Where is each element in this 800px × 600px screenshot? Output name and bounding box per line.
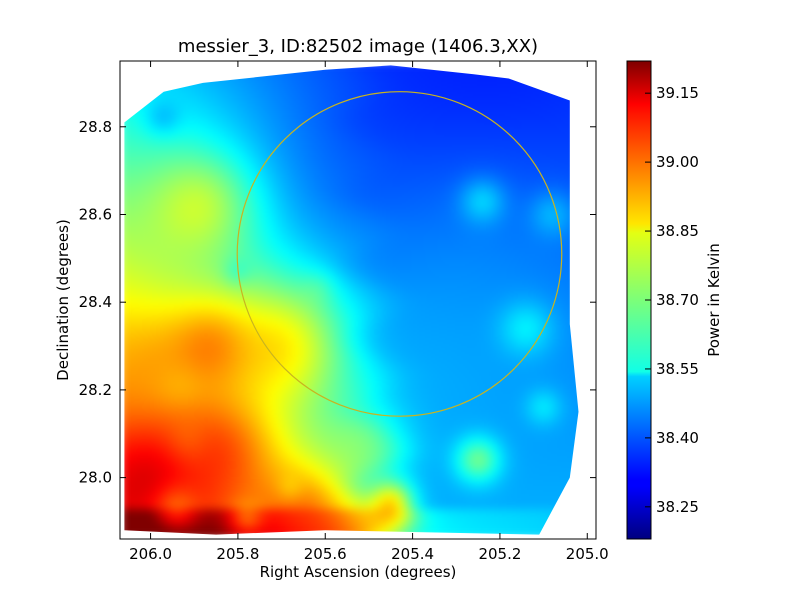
colorbar-tick-label: 38.40 [656, 429, 699, 447]
colorbar-tick-label: 38.55 [656, 360, 699, 378]
x-tick-label: 205.0 [566, 545, 609, 563]
colorbar-label: Power in Kelvin [705, 243, 723, 357]
plot-frame [119, 60, 597, 540]
colorbar-tick-label: 39.00 [656, 153, 699, 171]
x-tick-label: 205.6 [304, 545, 347, 563]
plot-area: 206.0 205.8 205.6 205.4 205.2 205.0 28.028.22… [79, 60, 609, 563]
y-tick-label: 28.0 [79, 469, 112, 487]
heatmap-raster [124, 65, 579, 535]
y-tick-label: 28.6 [79, 205, 112, 223]
x-tick-label: 205.4 [391, 545, 434, 563]
chart-title: messier_3, ID:82502 image (1406.3,XX) [178, 36, 538, 57]
x-tick-label: 206.0 [129, 545, 172, 563]
colorbar-tick-label: 38.85 [656, 222, 699, 240]
y-axis-ticks: 28.0 28.2 28.4 28.6 28.8 [79, 118, 596, 487]
y-tick-label: 28.8 [79, 118, 112, 136]
y-axis-label: Declination (degrees) [54, 219, 72, 381]
x-tick-label: 205.2 [478, 545, 521, 563]
colorbar-tick-label: 38.25 [656, 498, 699, 516]
y-tick-label: 28.4 [79, 293, 112, 311]
x-axis-ticks: 206.0 205.8 205.6 205.4 205.2 205.0 [129, 61, 609, 563]
colorbar-tick-label: 38.70 [656, 291, 699, 309]
x-tick-label: 205.8 [216, 545, 259, 563]
colorbar-tick-label: 39.15 [656, 84, 699, 102]
colorbar: 38.25 38.40 38.55 38.70 38.85 39.00 39.15 Powe… [626, 60, 723, 540]
x-axis-label: Right Ascension (degrees) [260, 563, 457, 581]
colorbar-ticks: 38.25 38.40 38.55 38.70 38.85 39.00 39.15 [645, 84, 699, 516]
beam-circle [236, 91, 563, 417]
y-tick-label: 28.2 [79, 381, 112, 399]
heatmap-image [124, 65, 579, 535]
